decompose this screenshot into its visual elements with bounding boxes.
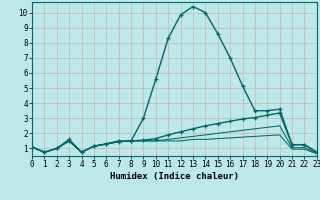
X-axis label: Humidex (Indice chaleur): Humidex (Indice chaleur): [110, 172, 239, 181]
